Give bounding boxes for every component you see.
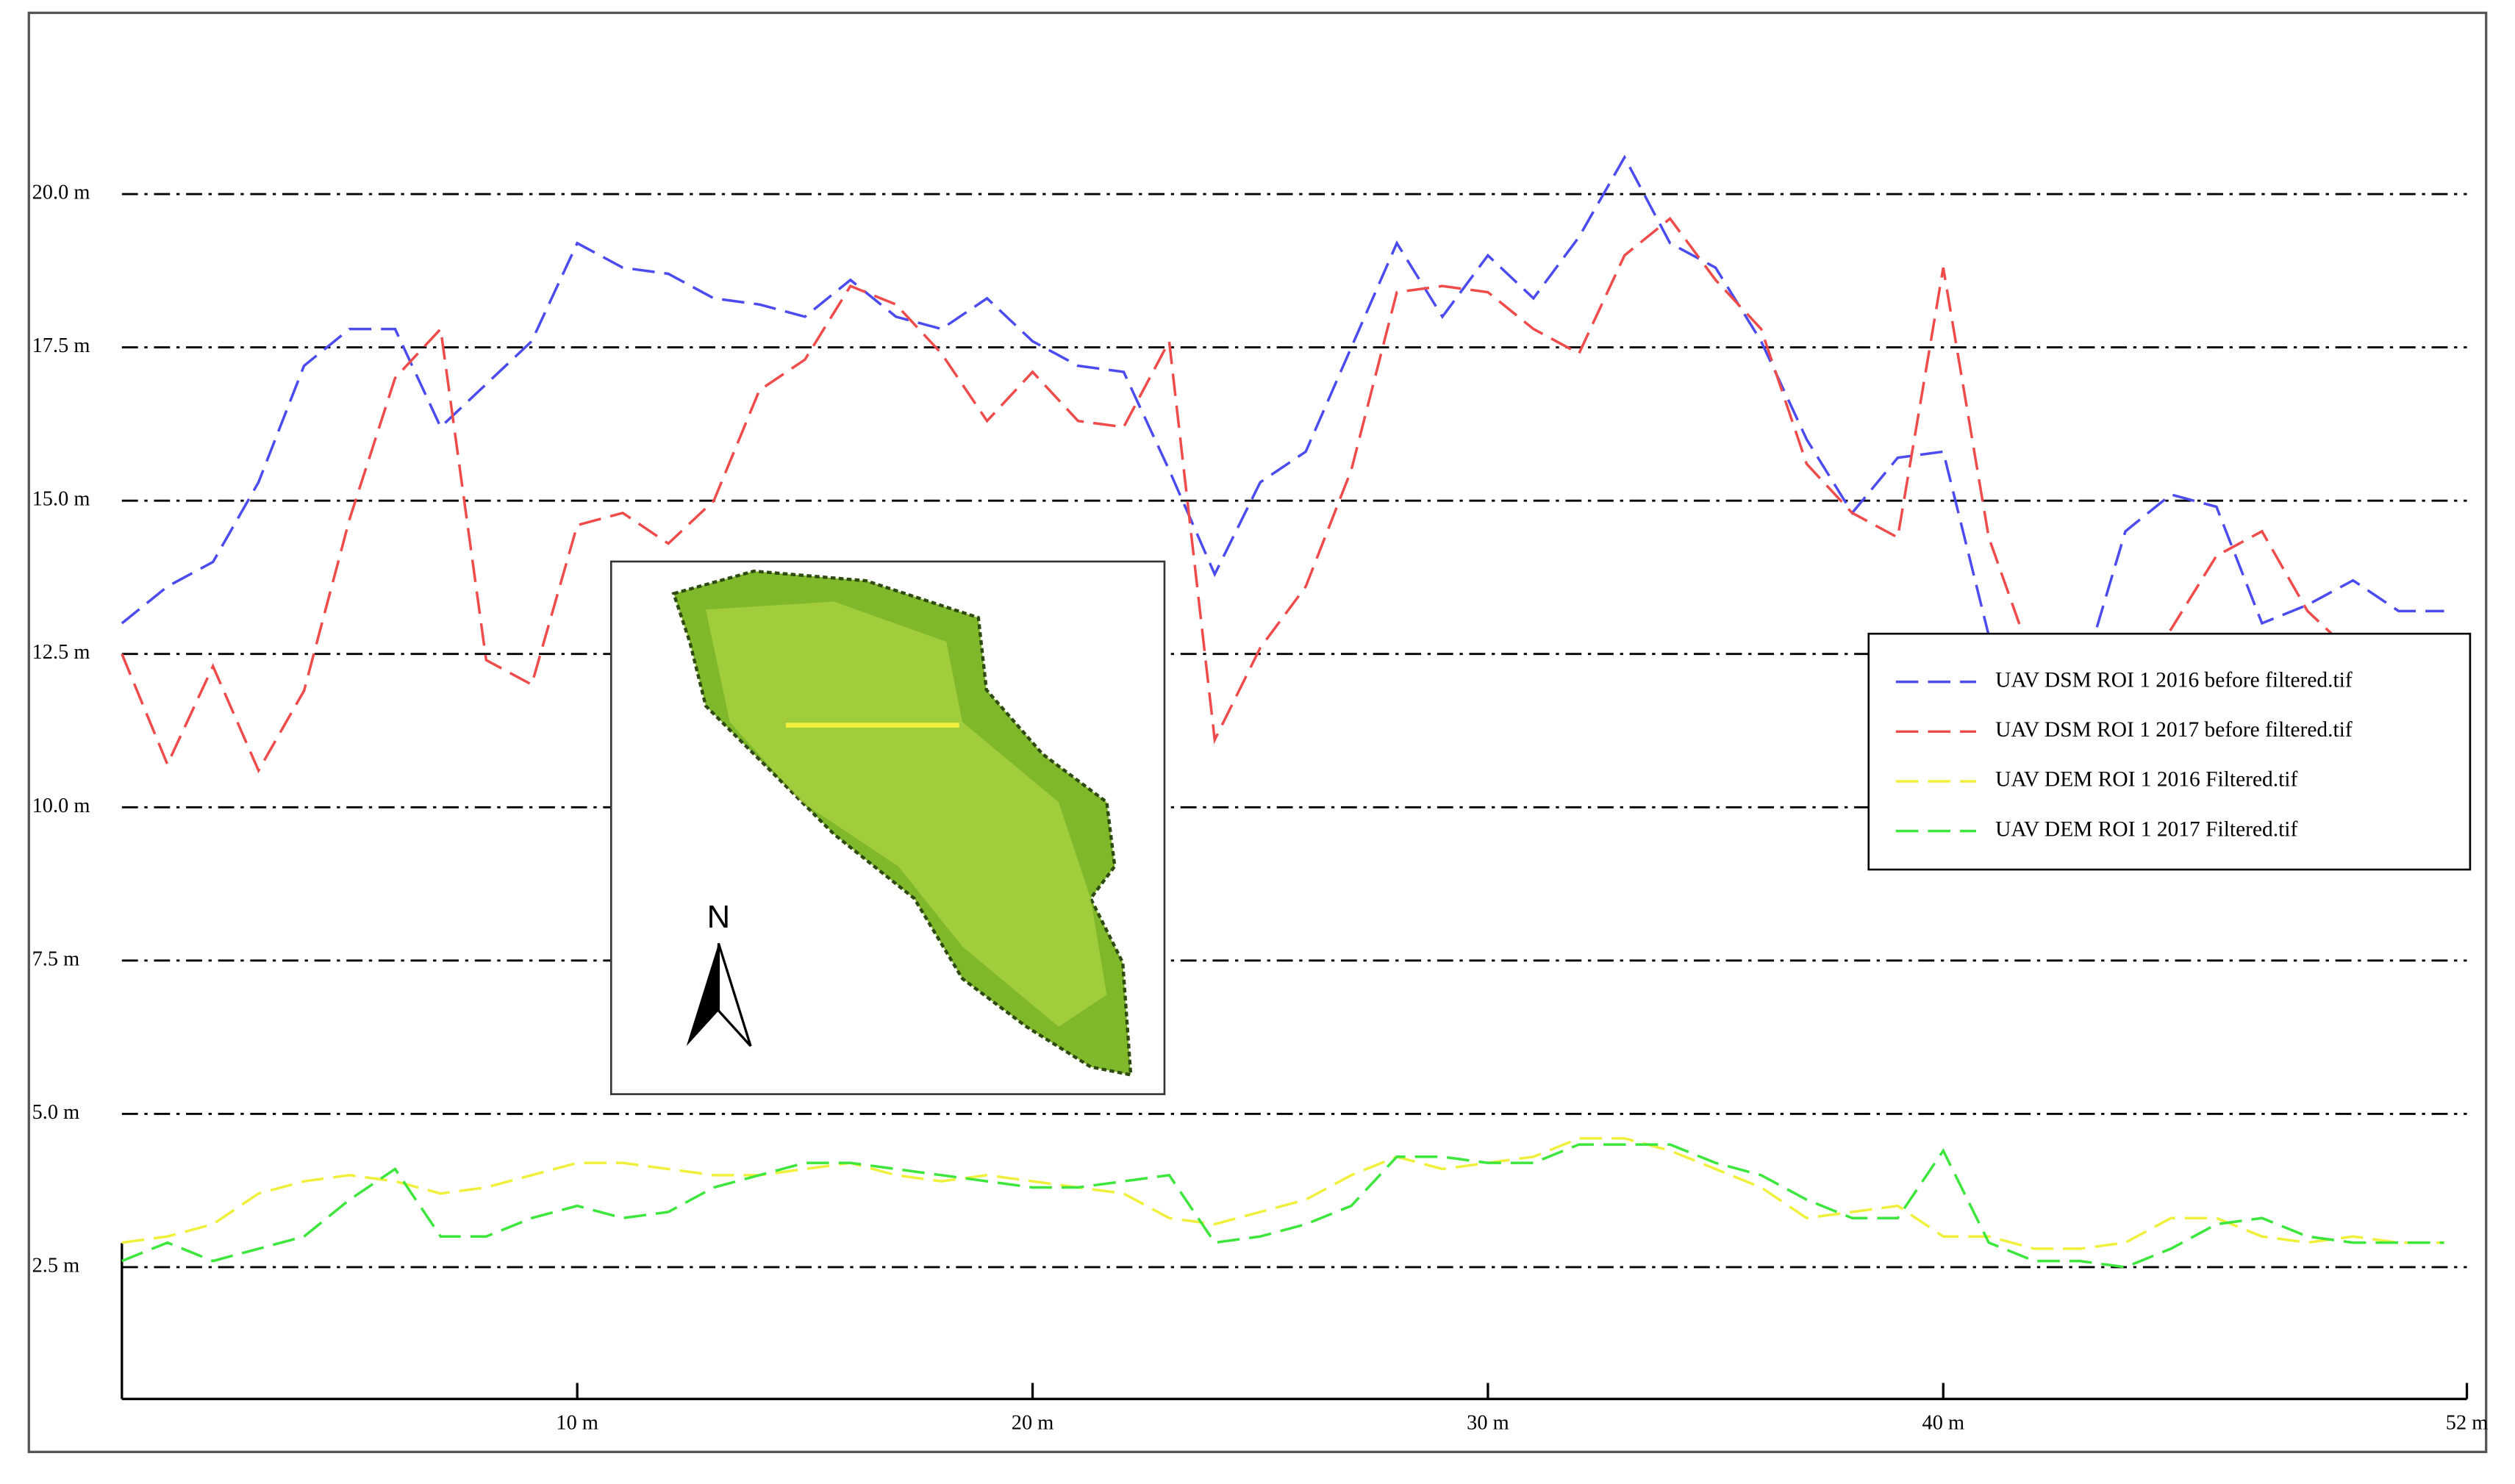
x-tick-label: 20 m — [1012, 1412, 1054, 1435]
legend-label: UAV DEM ROI 1 2016 Filtered.tif — [1995, 768, 2297, 792]
legend-label: UAV DEM ROI 1 2017 Filtered.tif — [1995, 817, 2297, 841]
north-arrow-left — [686, 943, 719, 1047]
y-tick-label: 12.5 m — [32, 641, 90, 664]
north-label: N — [707, 899, 731, 935]
inset-canopy-light — [705, 601, 1107, 1027]
y-tick-label: 5.0 m — [32, 1101, 80, 1124]
inset-map: N — [609, 560, 1166, 1095]
series-line — [121, 1137, 2444, 1250]
legend-label: UAV DSM ROI 1 2017 before filtered.tif — [1995, 718, 2353, 742]
x-tick-label: 10 m — [556, 1412, 598, 1435]
y-tick-label: 2.5 m — [32, 1254, 80, 1277]
y-tick-label: 20.0 m — [32, 182, 90, 204]
legend: UAV DSM ROI 1 2016 before filtered.tif UA… — [1867, 632, 2472, 871]
north-arrow-right — [717, 942, 752, 1047]
x-tick-label: 40 m — [1922, 1412, 1965, 1435]
y-tick-label: 17.5 m — [32, 334, 90, 357]
y-tick-label: 15.0 m — [32, 488, 90, 511]
y-tick-label: 10.0 m — [32, 795, 90, 817]
x-tick-label: 30 m — [1467, 1412, 1509, 1435]
legend-label: UAV DSM ROI 1 2016 before filtered.tif — [1995, 668, 2353, 692]
series-line — [121, 1143, 2444, 1269]
x-tick-label: 52 m — [2446, 1412, 2489, 1435]
y-tick-label: 7.5 m — [32, 947, 80, 970]
